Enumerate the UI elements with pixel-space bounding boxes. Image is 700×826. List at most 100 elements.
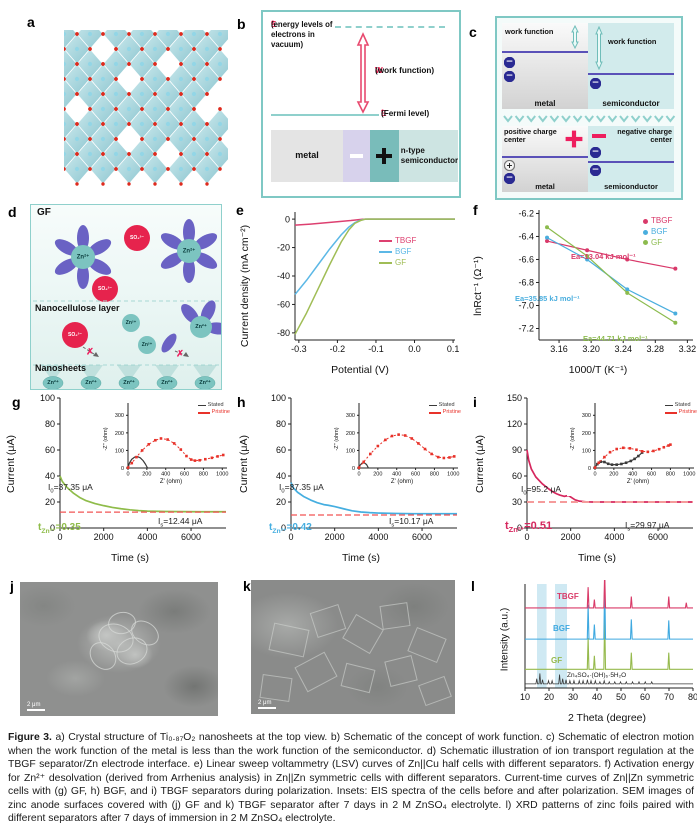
svg-text:100: 100 (271, 394, 286, 403)
panel-label-l: l (471, 578, 475, 594)
svg-text:2000: 2000 (561, 532, 581, 542)
svg-text:-7.2: -7.2 (518, 324, 534, 334)
metal-label: metal (535, 182, 555, 191)
svg-text:400: 400 (161, 472, 170, 478)
reference-pattern-label: Zn₄SO₄·(OH)₆·5H₂O (567, 672, 627, 679)
svg-text:1000: 1000 (447, 472, 459, 478)
svg-text:30: 30 (568, 692, 578, 702)
zn-ion-label: Zn²⁺ (76, 254, 90, 261)
svg-text:3.20: 3.20 (582, 344, 600, 354)
initial-current-annotation: I0=37.35 μA (48, 482, 93, 495)
panel-label-e: e (236, 202, 244, 218)
svg-text:600: 600 (180, 472, 189, 478)
y-axis-label: lnRct⁻¹ (Ω⁻¹) (472, 256, 484, 316)
semiconductor-side: work function −−−−−−− semiconductor (588, 23, 674, 109)
legend: TBGF BGF GF (379, 236, 416, 268)
eis-chart: 0 200 400 600 800 1000 0 100 200 300 (115, 403, 228, 478)
eis-chart: 0 200 400 600 800 1000 0 100 200 300 (346, 403, 459, 478)
svg-text:0: 0 (352, 466, 355, 472)
metal-label: metal (534, 99, 556, 108)
svg-text:0: 0 (357, 472, 360, 478)
nanocellulose-layer-label: Nanocellulose layer (35, 303, 120, 313)
svg-text:20: 20 (45, 497, 55, 507)
x-axis-label: Potential (V) (331, 364, 389, 376)
svg-text:80: 80 (45, 419, 55, 429)
figure-caption: Figure 3. a) Crystal structure of Ti₀.₈₇… (8, 731, 694, 826)
svg-text:300: 300 (346, 413, 355, 419)
zn-ion-label: Zn²⁺ (123, 380, 135, 386)
panel-label-a: a (27, 14, 35, 30)
svg-text:0: 0 (50, 523, 55, 533)
svg-text:60: 60 (512, 471, 522, 481)
svg-text:800: 800 (199, 472, 208, 478)
sem-image-tbgf: 2 μm (251, 580, 455, 714)
svg-text:0.0: 0.0 (408, 344, 421, 354)
panel-e: e Current density (mA cm⁻²) -0.3 -0.2 -0.1… (233, 200, 463, 392)
svg-text:100: 100 (582, 448, 591, 454)
svg-text:200: 200 (142, 472, 151, 478)
svg-text:-6.2: -6.2 (518, 209, 534, 219)
inset-y-axis-label: -Z'' (ohm) (103, 427, 109, 451)
x-axis-label: Time (s) (577, 552, 617, 564)
gf-layer-label: GF (37, 207, 51, 218)
transference-number-annotation: tZn²⁺=0.51 (505, 520, 553, 535)
metal-label: metal (295, 150, 319, 161)
svg-text:4000: 4000 (604, 532, 624, 542)
svg-text:20: 20 (276, 497, 286, 507)
svg-text:150: 150 (507, 394, 522, 403)
svg-text:3.24: 3.24 (614, 344, 632, 354)
minus-symbol (350, 154, 363, 158)
svg-text:-6.6: -6.6 (518, 255, 534, 265)
sem-image-gf: 2 μm (20, 582, 218, 716)
svg-text:3.32: 3.32 (679, 344, 697, 354)
negative-charge-icon (592, 134, 606, 138)
work-function-arrow (356, 32, 370, 114)
arrhenius-chart: 3.16 3.20 3.24 3.28 3.32 -6.2 -6.4 -6.6 -6.8 -7.0… (518, 209, 697, 354)
svg-text:2000: 2000 (325, 532, 345, 542)
zn-ion-label: Zn²⁺ (125, 320, 137, 326)
work-function-schematic: E 0 (energy levels of electrons in vacuum)… (261, 10, 461, 198)
svg-text:50: 50 (616, 692, 626, 702)
svg-text:200: 200 (609, 472, 618, 478)
plus-symbol (376, 148, 393, 164)
contact-before-diagram: work function −−−−−−− −−−−−−− metal work… (502, 23, 674, 109)
panel-label-b: b (237, 16, 246, 32)
svg-text:60: 60 (45, 445, 55, 455)
semiconductor-side-charged: negative charge center −−−−−− −−−−−−− se… (588, 126, 674, 192)
svg-text:-0.3: -0.3 (291, 344, 307, 354)
panel-l: l Intensity (a.u.) 10 20 30 40 50 60 70 80 2 Th… (463, 578, 700, 730)
svg-text:40: 40 (276, 471, 286, 481)
crystal-structure-image (64, 30, 228, 186)
metal-work-function-arrow (571, 25, 579, 49)
lsv-chart: -0.3 -0.2 -0.1 0.0 0.1 0 -20 -40 -60 -80 (277, 212, 459, 354)
svg-text:6000: 6000 (648, 532, 668, 542)
y-axis-label: Current density (mA cm⁻²) (239, 224, 251, 348)
x-axis-label: Time (s) (110, 552, 150, 564)
y-axis-label: Current (μA) (5, 435, 17, 493)
separator-schematic: GF Zn²⁺ Zn²⁺ SO₄²⁻ SO₄²⁻ Nanocellulose l… (30, 204, 222, 390)
svg-text:0: 0 (517, 523, 522, 533)
svg-text:0: 0 (588, 466, 591, 472)
svg-text:200: 200 (346, 431, 355, 437)
inset-y-axis-label: -Z'' (ohm) (334, 427, 340, 451)
contact-after-diagram: positive charge center ++++++ −−−−−−− me… (502, 126, 674, 192)
y-axis-label: Intensity (a.u.) (499, 607, 511, 672)
initial-current-annotation: I0=37.35 μA (279, 482, 324, 495)
eis-inset: -Z'' (ohm) 0 200 400 600 800 1000 0 100 200 300 Z… (331, 400, 463, 496)
caption-label: Figure 3. (8, 732, 52, 743)
eis-inset: -Z'' (ohm) 0 200 400 600 800 1000 0 100 200 300 Z… (567, 400, 699, 496)
panel-g: g Current (μA) 0 2000 4000 6000 0 20 40 60 80 100… (0, 392, 233, 576)
ea-annotation-tbgf: Ea=13.04 kJ mol⁻¹ (571, 252, 636, 261)
zn-ion-label: Zn²⁺ (161, 380, 173, 386)
trace-label-bgf: BGF (553, 624, 570, 633)
svg-text:20: 20 (544, 692, 554, 702)
svg-text:60: 60 (276, 445, 286, 455)
blocked-icon: ✗ (86, 346, 94, 357)
inset-x-axis-label: Z' (ohm) (390, 479, 414, 485)
svg-text:0: 0 (57, 532, 62, 542)
svg-text:3.16: 3.16 (550, 344, 568, 354)
x-axis-label: 1000/T (K⁻¹) (568, 364, 628, 376)
steady-current-annotation: Is=12.44 μA (158, 516, 203, 529)
